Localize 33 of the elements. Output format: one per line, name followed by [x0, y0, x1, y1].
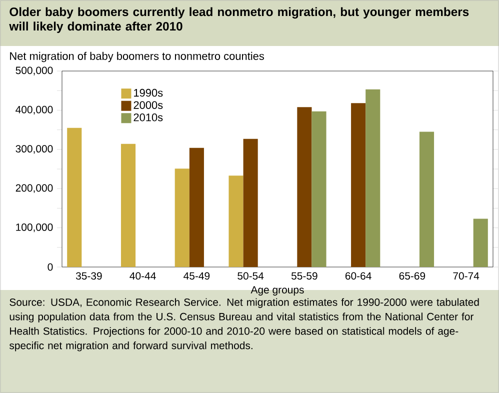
x-tick-label: 65-69 — [399, 272, 426, 280]
bar — [228, 176, 244, 268]
bar — [297, 107, 312, 268]
bar — [243, 138, 258, 268]
bar — [174, 168, 190, 268]
y-tick-label: 100,000 — [16, 223, 53, 232]
x-tick-label: 45-49 — [184, 272, 210, 280]
bar — [67, 128, 82, 268]
x-tick-label: 35-39 — [76, 272, 102, 280]
legend-label: 2000s — [134, 101, 163, 109]
legend-label: 2010s — [134, 113, 163, 122]
bar — [419, 132, 434, 268]
y-tick-label: 500,000 — [16, 66, 53, 76]
y-tick-label: 300,000 — [16, 145, 53, 154]
legend-label: 1990s — [134, 88, 163, 97]
x-tick-label: 60-64 — [345, 272, 372, 280]
y-tick-label: 0 — [48, 263, 53, 271]
x-tick-label: 55-59 — [291, 272, 318, 280]
bar — [366, 89, 380, 268]
bar — [312, 111, 326, 268]
x-tick-label: 70-74 — [453, 272, 480, 280]
x-tick-label: 50-54 — [238, 272, 264, 280]
y-tick-label: 400,000 — [16, 106, 53, 115]
x-tick-label: 40-44 — [130, 272, 156, 280]
bar — [473, 218, 488, 268]
source-note: Source: USDA, Economic Research Service. Net migration estimates for 1990-2000 were tabulated using population data from the U.S. Census Bureau and vital statistics from the National Center for Health Statistics. Projections for 2000-10 and 2010-20 were based on statistical models of age-specific net migration and forward survival methods. — [10, 298, 479, 352]
bar — [120, 144, 136, 268]
y-axis-title: Net migration of baby boomers to nonmetro counties — [10, 52, 264, 62]
y-tick-label: 200,000 — [16, 184, 53, 193]
bar — [189, 148, 204, 268]
chart-title: Older baby boomers currently lead nonmetro migration, but younger members will likely dominate after 2010 — [9, 7, 469, 33]
x-axis-title: Age groups — [250, 286, 304, 296]
bar — [351, 103, 366, 268]
